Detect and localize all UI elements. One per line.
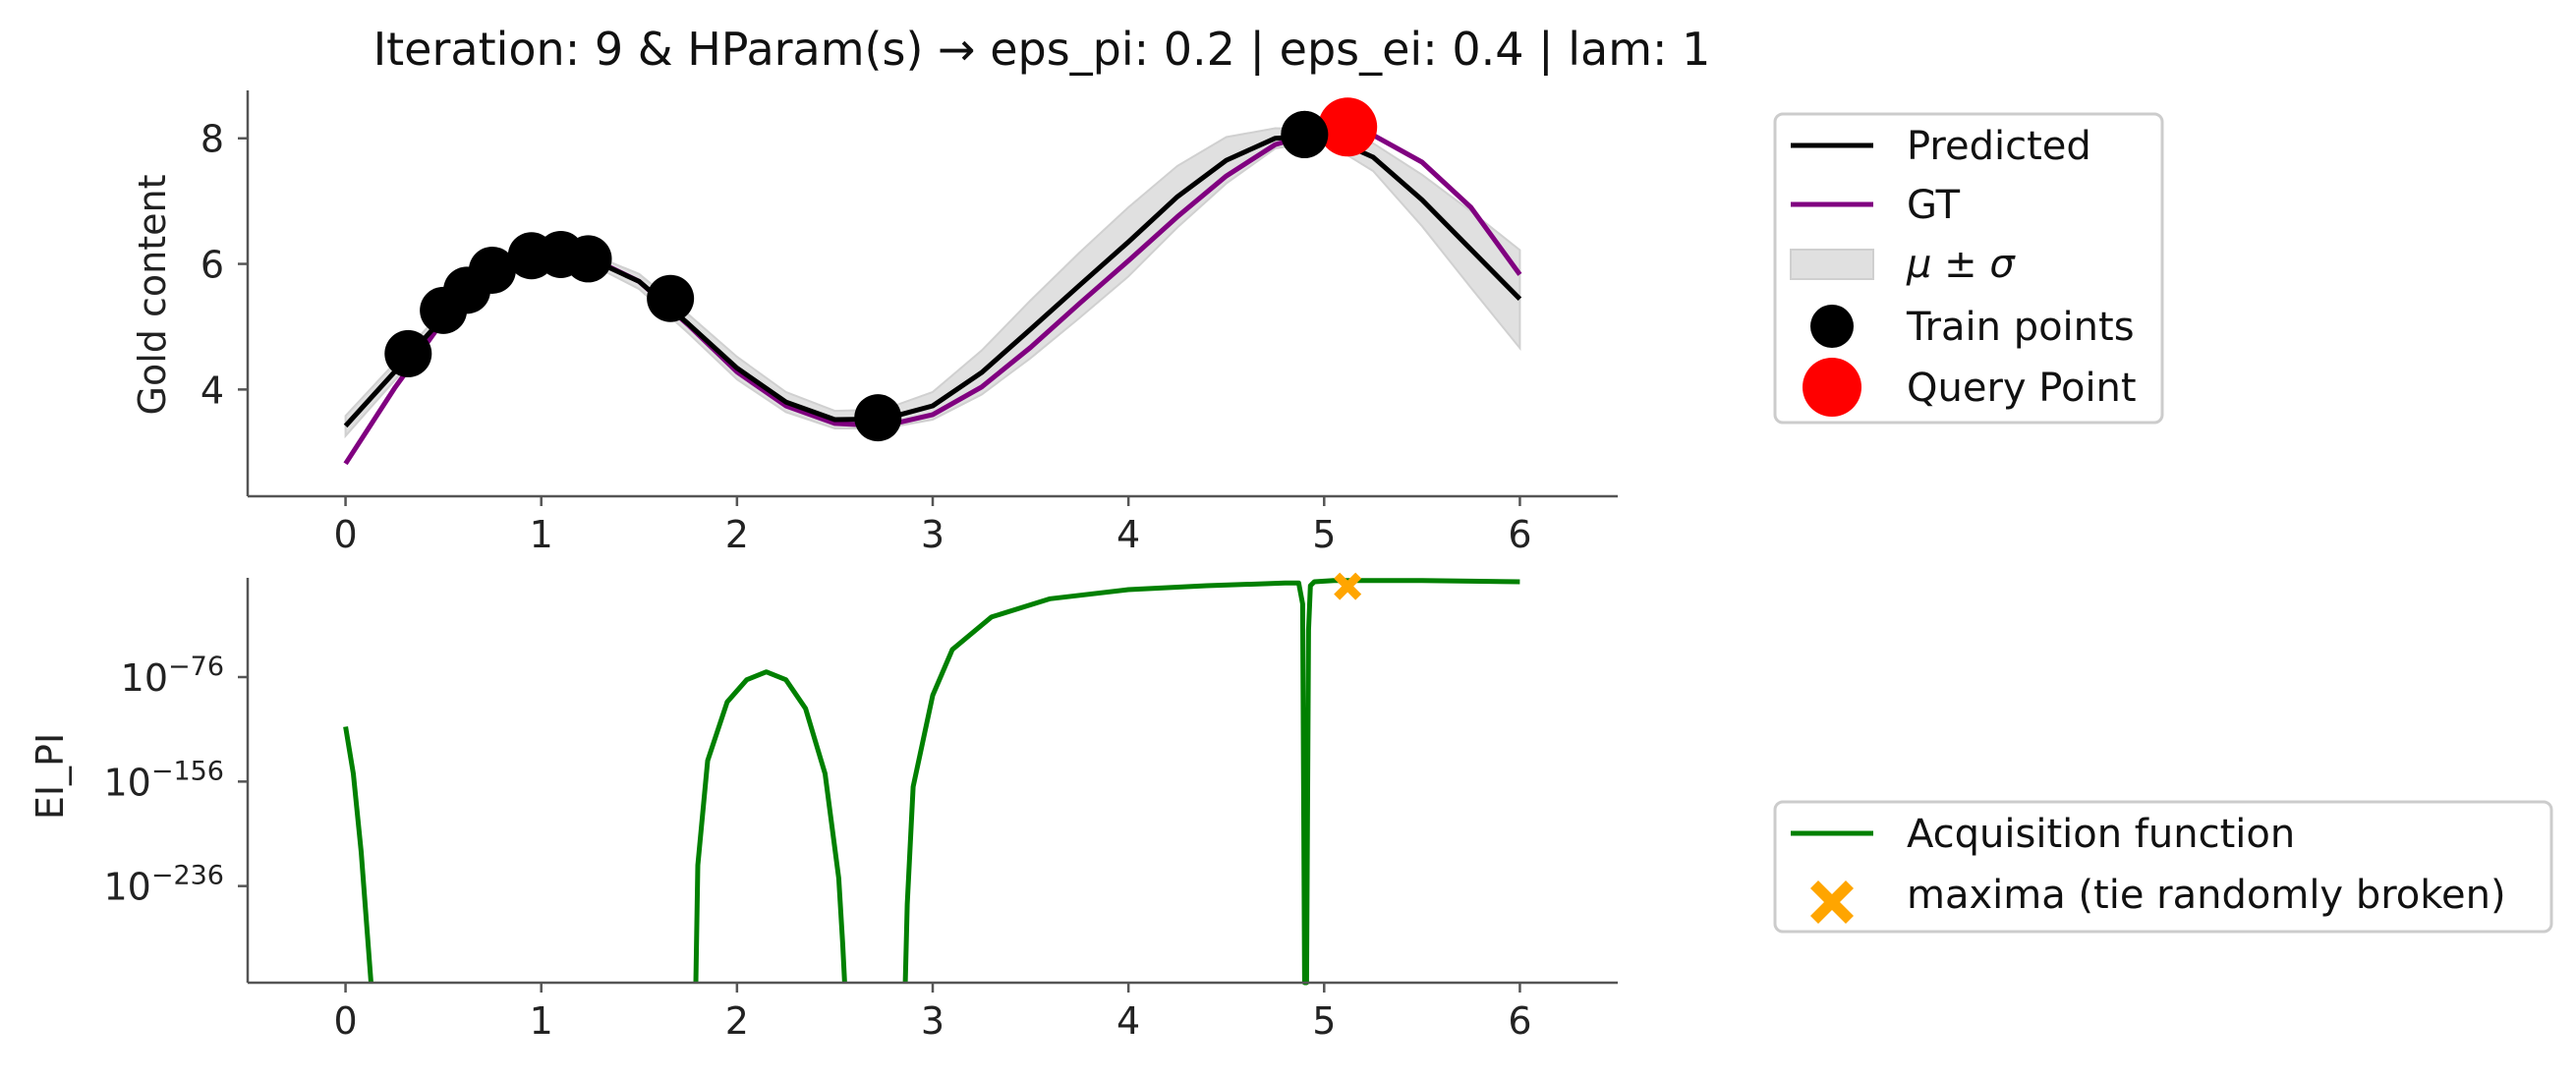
points-layer: [384, 97, 1378, 442]
x-tick-label-top: 5: [1312, 513, 1336, 556]
plot-bottom: 0 1 2 3 4 5 6 10−76 10−156 10−236: [103, 572, 1618, 1043]
train-point: [384, 329, 432, 377]
legend-acquisition-label: Acquisition function: [1907, 812, 2295, 857]
x-tick-label-top: 2: [725, 513, 749, 556]
x-tick-label-top: 0: [333, 513, 357, 556]
legend-top: Predicted GT μ ± σ Train points Query Po…: [1773, 112, 2164, 425]
y-tick-label-top: 4: [200, 369, 224, 412]
y-tick-label-bottom: 10−156: [103, 756, 224, 804]
series-line-predicted: [343, 133, 1522, 428]
x-tick-label-bottom: 4: [1116, 999, 1140, 1043]
train-point: [468, 246, 516, 294]
x-tick-label-bottom: 2: [725, 999, 749, 1043]
x-tick-label-top: 3: [921, 513, 945, 556]
legend-train-label: Train points: [1906, 305, 2135, 350]
chart-title: Iteration: 9 & HParam(s) → eps_pi: 0.2 |…: [373, 23, 1711, 77]
x-tick-label-top: 4: [1116, 513, 1140, 556]
x-tick-label-bottom: 6: [1508, 999, 1531, 1043]
legend-maxima-swatch: [1810, 880, 1854, 924]
x-tick-label-bottom: 0: [333, 999, 357, 1043]
legend-band-swatch: [1790, 249, 1874, 280]
y-tick-label-top: 6: [200, 244, 224, 287]
legend-top-frame: [1773, 112, 2164, 425]
train-point: [564, 235, 612, 283]
train-point: [1281, 110, 1329, 158]
acquisition-lines-layer: [343, 578, 1520, 986]
train-point: [854, 394, 902, 442]
x-tick-label-bottom: 1: [530, 999, 553, 1043]
y-tick-label-bottom: 10−76: [121, 652, 224, 700]
y-tick-label-top: 8: [200, 118, 224, 161]
legend-maxima-label: maxima (tie randomly broken): [1907, 873, 2506, 918]
y-axis-label-top: Gold content: [131, 175, 174, 416]
x-tick-label-top: 1: [530, 513, 553, 556]
legend-gt-label: GT: [1907, 183, 1961, 228]
train-point: [647, 274, 695, 322]
legend-query-swatch: [1803, 358, 1861, 417]
uncertainty-band-layer: [344, 127, 1521, 439]
legend-bottom: Acquisition function maxima (tie randoml…: [1773, 800, 2553, 934]
legend-query-label: Query Point: [1907, 366, 2137, 411]
legend-bottom-frame: [1773, 800, 2553, 934]
query-point: [1318, 97, 1378, 157]
series-line-gt: [343, 128, 1522, 466]
acquisition-line-segment: [902, 578, 1520, 986]
legend-train-swatch: [1810, 305, 1854, 348]
axes-bottom: 0 1 2 3 4 5 6 10−76 10−156 10−236: [103, 578, 1618, 1043]
legend-predicted-label: Predicted: [1907, 124, 2091, 169]
x-tick-label-bottom: 5: [1312, 999, 1336, 1043]
y-tick-label-bottom: 10−236: [103, 861, 224, 909]
maxima-layer: [1334, 572, 1362, 600]
maxima-marker: [1334, 572, 1362, 600]
uncertainty-band: [344, 127, 1521, 439]
legend-band-label: μ ± σ: [1906, 242, 2016, 287]
series-lines-layer: [343, 128, 1522, 466]
acquisition-line-segment: [693, 669, 847, 984]
x-tick-label-bottom: 3: [921, 999, 945, 1043]
x-tick-label-top: 6: [1508, 513, 1531, 556]
axes-top: 0 1 2 3 4 5 6 4 6 8: [200, 90, 1618, 556]
y-axis-label-bottom: EI_PI: [29, 733, 72, 820]
plot-top: 0 1 2 3 4 5 6 4 6 8: [200, 90, 1618, 556]
acquisition-line-segment: [343, 726, 373, 984]
